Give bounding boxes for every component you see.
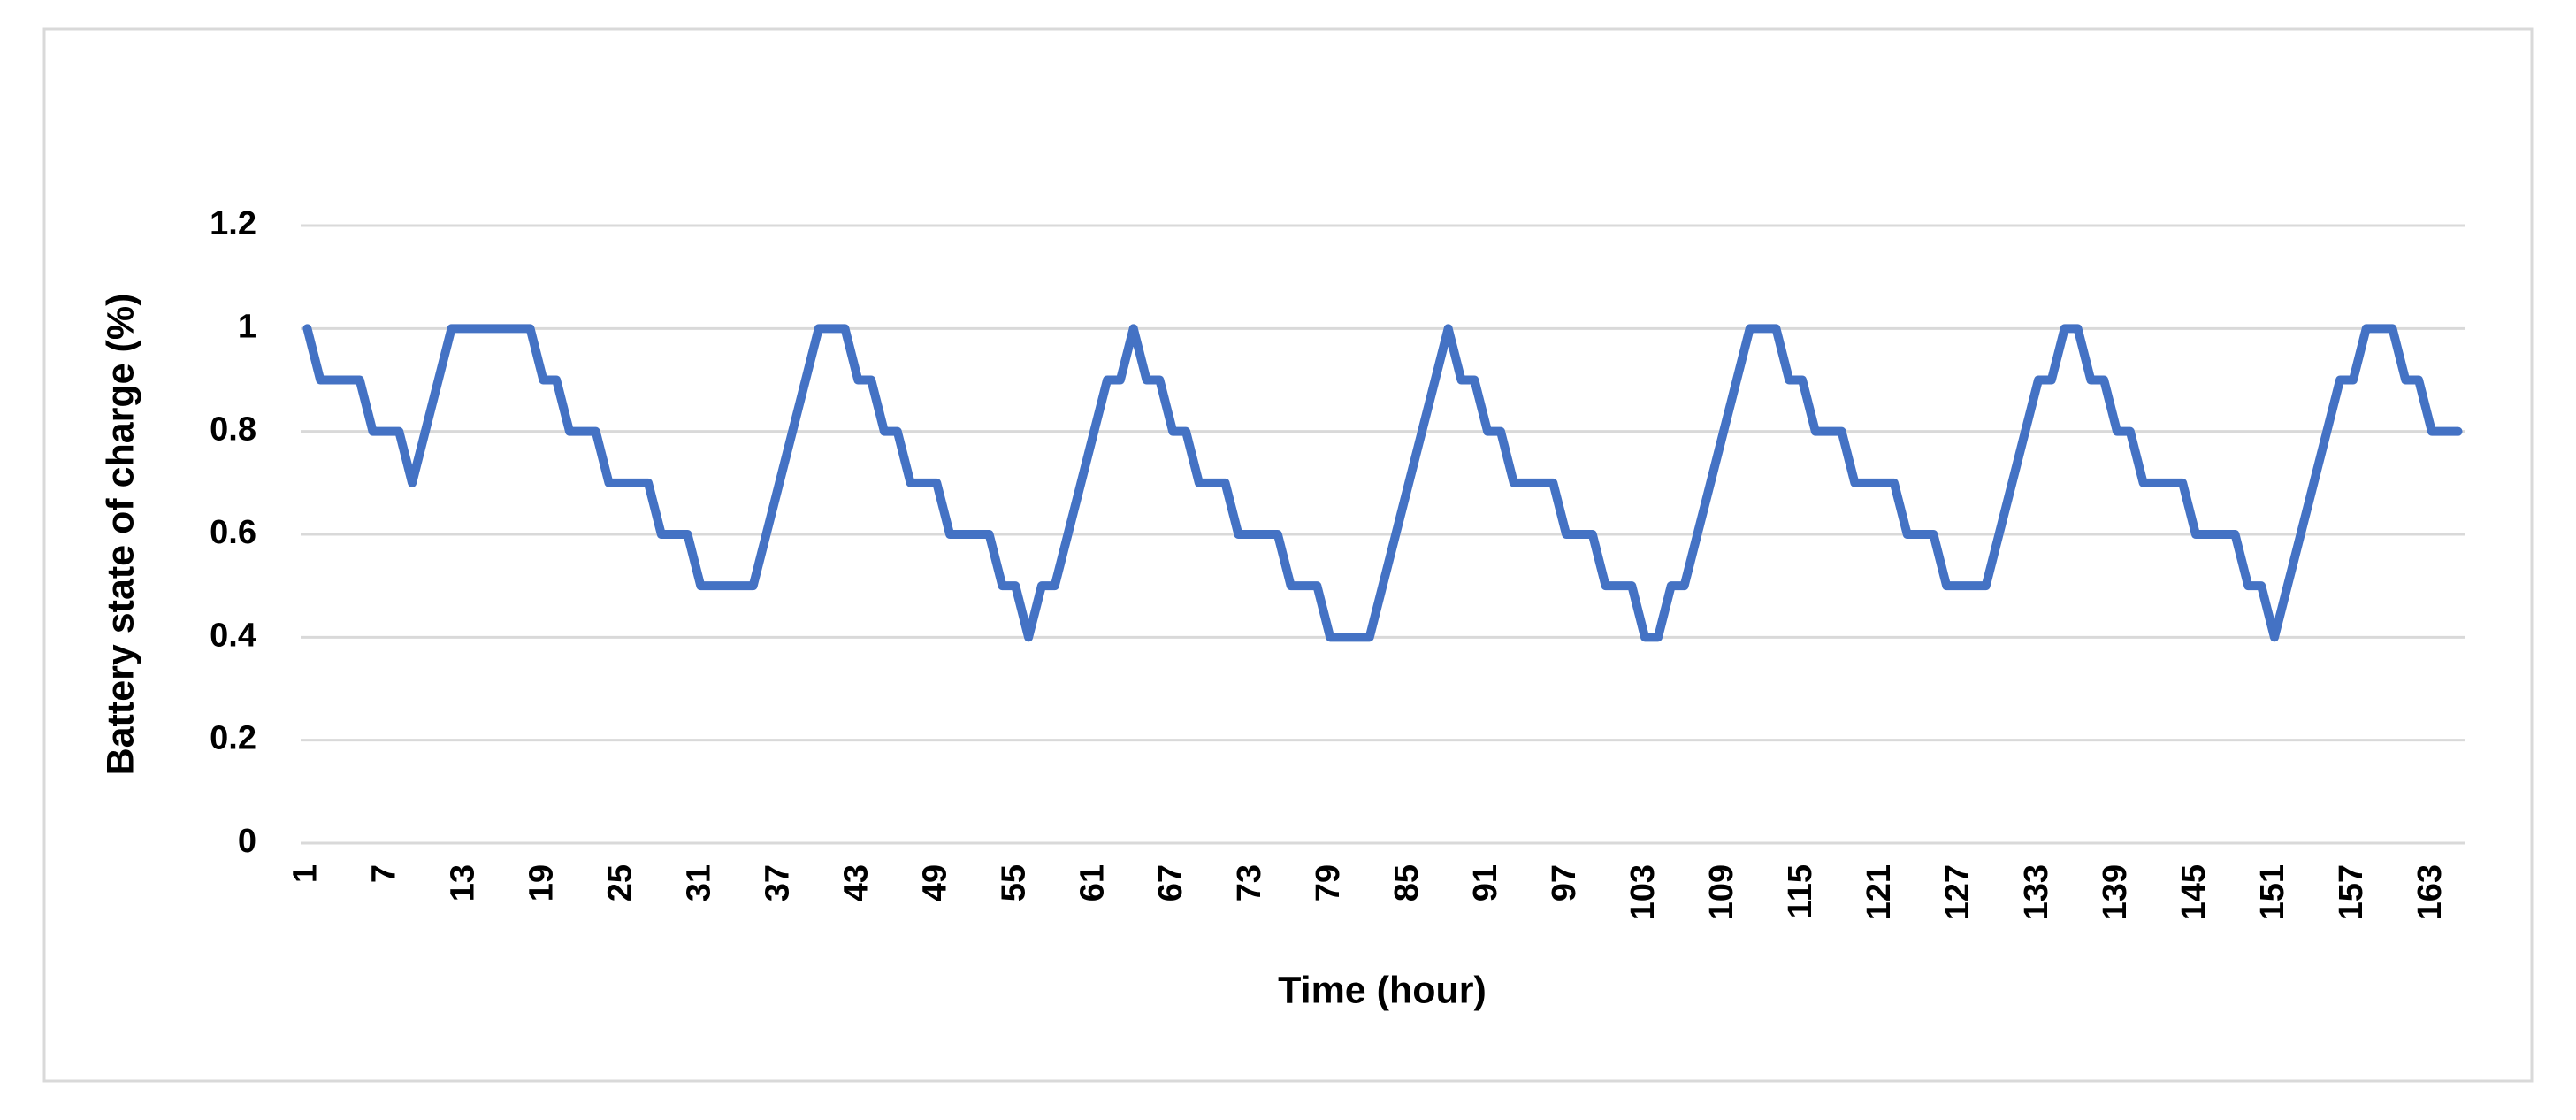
x-tick-label: 97: [1546, 864, 1583, 901]
x-tick-label: 157: [2333, 864, 2370, 920]
x-tick-label: 19: [523, 864, 560, 901]
y-tick-label: 0.6: [210, 514, 256, 551]
y-tick-label: 0.2: [210, 720, 256, 757]
x-tick-label: 79: [1310, 864, 1347, 901]
x-tick-label: 115: [1782, 864, 1819, 918]
x-tick-label: 55: [995, 864, 1032, 901]
x-tick-label: 151: [2254, 864, 2291, 920]
x-tick-label: 67: [1152, 864, 1189, 901]
x-tick-label: 145: [2175, 864, 2213, 920]
x-tick-label: 85: [1388, 864, 1426, 901]
x-tick-label: 133: [2018, 864, 2055, 920]
x-tick-label: 25: [601, 864, 638, 901]
y-tick-label: 0.8: [210, 411, 256, 449]
x-tick-label: 109: [1703, 864, 1740, 920]
x-tick-label: 13: [444, 864, 481, 901]
x-tick-label: 61: [1074, 864, 1111, 901]
x-tick-label: 49: [916, 864, 953, 901]
y-tick-label: 1.2: [210, 205, 256, 242]
x-tick-label: 139: [2097, 864, 2134, 920]
data-line: [302, 324, 2463, 642]
x-tick-label: 37: [759, 864, 796, 901]
y-tick-label: 0: [238, 823, 256, 860]
y-tick-label: 1: [238, 308, 256, 345]
x-tick-label: 163: [2412, 864, 2449, 920]
x-tick-label: 31: [680, 864, 717, 901]
x-tick-label: 43: [837, 864, 875, 901]
chart-border: [42, 27, 2534, 1083]
x-tick-label: 73: [1231, 864, 1268, 901]
x-tick-label: 1: [287, 864, 324, 883]
y-axis-title: Battery state of charge (%): [99, 294, 141, 776]
x-tick-label: 7: [365, 864, 402, 883]
x-axis-title: Time (hour): [1278, 969, 1487, 1011]
x-tick-label: 127: [1939, 864, 1976, 920]
x-tick-label: 103: [1624, 864, 1662, 920]
x-tick-label: 91: [1467, 864, 1504, 901]
y-tick-label: 0.4: [210, 617, 256, 654]
x-tick-label: 121: [1861, 864, 1898, 920]
